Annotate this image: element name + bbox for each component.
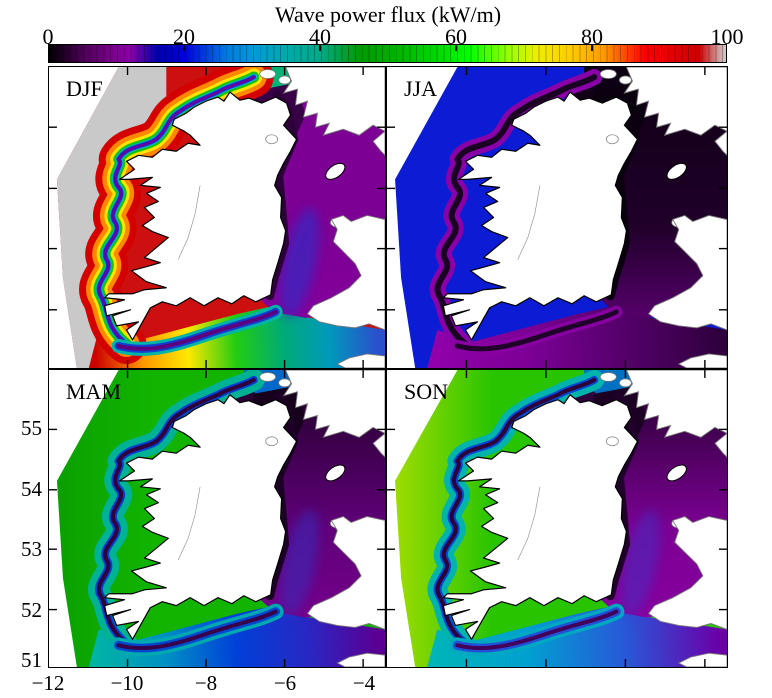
scottish-island xyxy=(259,372,277,382)
colorbar-minor-tick xyxy=(455,45,457,51)
ireland-landmass xyxy=(104,394,298,640)
colorbar-tick-60: 60 xyxy=(445,24,467,49)
y-tick-55: 55 xyxy=(21,416,42,440)
wales-coastline xyxy=(306,516,385,630)
colorbar-tick-20: 20 xyxy=(173,24,195,49)
central-irish-sea-plume xyxy=(620,509,660,617)
axis-ticks xyxy=(49,67,385,368)
map-mam-svg xyxy=(49,370,385,667)
south-coast-band xyxy=(116,609,278,650)
shannon-river xyxy=(517,486,541,561)
wales-coastline xyxy=(306,214,385,331)
colorbar xyxy=(48,44,727,63)
x-tick-neg10: −10 xyxy=(110,671,144,695)
scottish-island xyxy=(259,69,277,79)
devon-coastline xyxy=(336,652,385,667)
x-tick-neg6: −6 xyxy=(273,671,297,695)
y-tick-54: 54 xyxy=(21,477,42,501)
panel-label-mam: MAM xyxy=(66,379,122,404)
colorbar-title: Wave power flux (kW/m) xyxy=(274,2,502,27)
lough-neagh xyxy=(265,436,279,447)
shannon-river xyxy=(177,486,201,561)
scottish-island xyxy=(278,75,291,85)
isle-of-man xyxy=(325,464,346,482)
scotland-coastline xyxy=(623,370,727,458)
lough-neagh xyxy=(265,134,279,145)
shannon-river xyxy=(177,185,201,260)
colorbar-tick-80: 80 xyxy=(581,24,603,49)
west-coast-band xyxy=(435,377,597,646)
map-panel-jja: JJA xyxy=(386,66,728,369)
isle-of-man xyxy=(666,162,687,180)
scotland-coastline xyxy=(282,370,385,458)
map-jja-svg xyxy=(387,67,727,368)
central-irish-sea-plume xyxy=(280,208,319,317)
y-tick-52: 52 xyxy=(21,598,42,622)
devon-coastline xyxy=(677,353,727,368)
axis-ticks xyxy=(49,370,385,667)
scotland-coastline xyxy=(282,67,385,156)
devon-coastline xyxy=(336,353,385,368)
colorbar-tick-40: 40 xyxy=(309,24,331,49)
y-tick-53: 53 xyxy=(21,537,42,561)
colorbar-tick-0: 0 xyxy=(42,24,54,49)
scottish-island xyxy=(618,378,632,388)
west-coast-band xyxy=(434,74,598,347)
map-panel-djf: DJF xyxy=(48,66,386,369)
scotland-coastline xyxy=(623,67,727,156)
ireland-landmass xyxy=(442,394,639,640)
scottish-island xyxy=(618,75,632,85)
y-tick-51: 51 xyxy=(21,648,42,672)
lough-neagh xyxy=(605,134,619,145)
ireland-landmass xyxy=(104,91,298,341)
south-coast-band xyxy=(455,609,619,650)
shannon-river xyxy=(517,185,541,260)
colorbar-minor-tick xyxy=(319,45,321,51)
map-panel-son: SON xyxy=(386,369,728,668)
panel-label-jja: JJA xyxy=(404,76,438,101)
west-coast-band xyxy=(97,377,256,646)
devon-coastline xyxy=(677,652,727,667)
wales-coastline xyxy=(647,214,727,331)
colorbar-minor-tick xyxy=(591,45,593,51)
west-coast-band xyxy=(97,75,256,346)
axis-ticks xyxy=(387,370,727,667)
panel-label-djf: DJF xyxy=(66,76,103,101)
x-tick-neg4: −4 xyxy=(352,671,376,695)
ireland-landmass xyxy=(442,91,639,341)
isle-of-man xyxy=(325,162,346,180)
scottish-island xyxy=(599,69,617,79)
south-coast-band xyxy=(454,309,619,352)
x-tick-neg8: −8 xyxy=(194,671,218,695)
axis-ticks xyxy=(387,67,727,368)
lough-neagh xyxy=(605,436,619,447)
panel-label-son: SON xyxy=(404,379,449,404)
wales-coastline xyxy=(647,516,727,630)
scottish-island xyxy=(278,378,291,388)
map-son-svg xyxy=(387,370,727,667)
scottish-island xyxy=(599,372,617,382)
x-tick-neg12: −12 xyxy=(31,671,65,695)
isle-of-man xyxy=(666,464,687,482)
colorbar-minor-tick xyxy=(183,45,185,51)
map-djf-svg xyxy=(49,67,385,368)
central-irish-sea-plume xyxy=(280,509,319,617)
map-panel-mam: MAM xyxy=(48,369,386,668)
south-coast-band xyxy=(116,309,278,351)
